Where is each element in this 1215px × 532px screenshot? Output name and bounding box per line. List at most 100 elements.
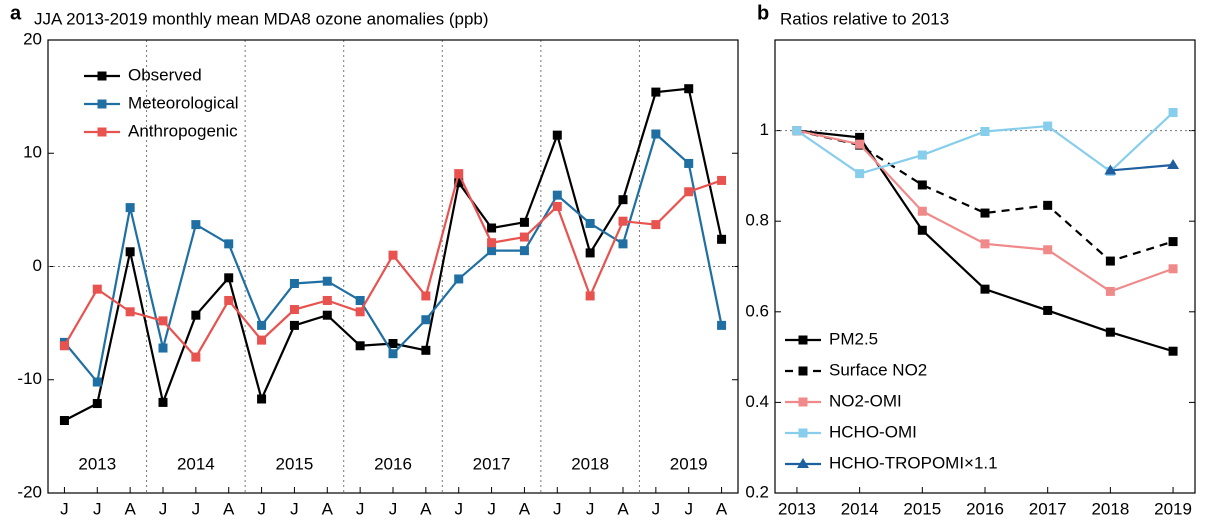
marker — [1043, 121, 1053, 131]
marker — [917, 206, 927, 216]
marker — [980, 208, 990, 218]
x-tick-label: J — [192, 499, 201, 518]
legend-label: PM2.5 — [829, 329, 878, 348]
marker — [792, 126, 802, 136]
marker — [651, 87, 661, 97]
x-tick-label: A — [420, 499, 432, 518]
x-tick-label: J — [290, 499, 299, 518]
x-tick-label: 2017 — [1029, 499, 1067, 518]
year-label: 2015 — [276, 454, 314, 473]
marker — [519, 232, 529, 242]
marker — [289, 305, 299, 315]
legend-label: HCHO-OMI — [829, 422, 917, 441]
marker — [917, 225, 927, 235]
marker — [552, 201, 562, 211]
legend-label: Meteorological — [128, 93, 239, 112]
legend-label: HCHO-TROPOMI×1.1 — [829, 453, 998, 472]
marker — [454, 178, 464, 188]
marker — [125, 307, 135, 317]
marker — [684, 84, 694, 94]
x-tick-label: J — [356, 499, 365, 518]
x-tick-label: J — [586, 499, 595, 518]
marker — [388, 349, 398, 359]
marker — [421, 315, 431, 325]
marker — [1105, 327, 1115, 337]
marker — [980, 284, 990, 294]
marker — [917, 180, 927, 190]
marker — [797, 458, 809, 468]
marker — [917, 150, 927, 160]
x-tick-label: J — [257, 499, 266, 518]
y-tick-label: 20 — [23, 29, 42, 48]
x-tick-label: 2015 — [903, 499, 941, 518]
x-tick-label: 2013 — [778, 499, 816, 518]
marker — [454, 169, 464, 179]
marker — [257, 320, 267, 330]
y-tick-label: -20 — [17, 482, 42, 501]
chart-title: JJA 2013-2019 monthly mean MDA8 ozone an… — [34, 9, 489, 28]
marker — [487, 246, 497, 256]
y-tick-label: 1 — [760, 120, 769, 139]
x-tick-label: A — [322, 499, 334, 518]
marker — [487, 238, 497, 248]
y-tick-label: 0.6 — [745, 301, 769, 320]
x-tick-label: J — [93, 499, 102, 518]
marker — [684, 158, 694, 168]
marker — [97, 99, 107, 109]
marker — [487, 223, 497, 233]
year-label: 2017 — [473, 454, 511, 473]
year-label: 2013 — [78, 454, 116, 473]
marker — [855, 132, 865, 142]
panel-label: b — [757, 2, 769, 24]
y-tick-label: 0.2 — [745, 482, 769, 501]
year-label: 2018 — [571, 454, 609, 473]
marker — [798, 397, 808, 407]
marker — [388, 250, 398, 260]
marker — [191, 310, 201, 320]
x-tick-label: J — [60, 499, 69, 518]
marker — [717, 234, 727, 244]
marker — [289, 278, 299, 288]
marker — [355, 341, 365, 351]
x-tick-label: A — [124, 499, 136, 518]
x-tick-label: J — [487, 499, 496, 518]
legend-label: Observed — [128, 65, 202, 84]
legend-label: Anthropogenic — [128, 121, 238, 140]
marker — [158, 397, 168, 407]
x-tick-label: J — [159, 499, 168, 518]
y-tick-label: -10 — [17, 369, 42, 388]
marker — [59, 416, 69, 426]
x-tick-label: 2016 — [966, 499, 1004, 518]
marker — [855, 169, 865, 179]
marker — [552, 130, 562, 140]
x-tick-label: A — [716, 499, 728, 518]
marker — [1043, 200, 1053, 210]
marker — [618, 195, 628, 205]
marker — [1043, 245, 1053, 255]
marker — [585, 248, 595, 258]
x-tick-label: A — [617, 499, 629, 518]
x-tick-label: J — [684, 499, 693, 518]
y-tick-label: 10 — [23, 143, 42, 162]
marker — [191, 352, 201, 362]
x-tick-label: 2019 — [1154, 499, 1192, 518]
marker — [519, 217, 529, 227]
marker — [1105, 286, 1115, 296]
marker — [1168, 264, 1178, 274]
legend-label: Surface NO2 — [829, 360, 927, 379]
marker — [798, 335, 808, 345]
y-tick-label: 0.8 — [745, 211, 769, 230]
marker — [717, 320, 727, 330]
marker — [322, 276, 332, 286]
plot-frame — [47, 39, 739, 494]
marker — [1168, 237, 1178, 247]
marker — [224, 239, 234, 249]
marker — [92, 284, 102, 294]
marker — [1104, 164, 1117, 175]
marker — [980, 127, 990, 137]
marker — [125, 247, 135, 257]
marker — [585, 291, 595, 301]
marker — [257, 394, 267, 404]
marker — [618, 216, 628, 226]
marker — [1043, 305, 1053, 315]
